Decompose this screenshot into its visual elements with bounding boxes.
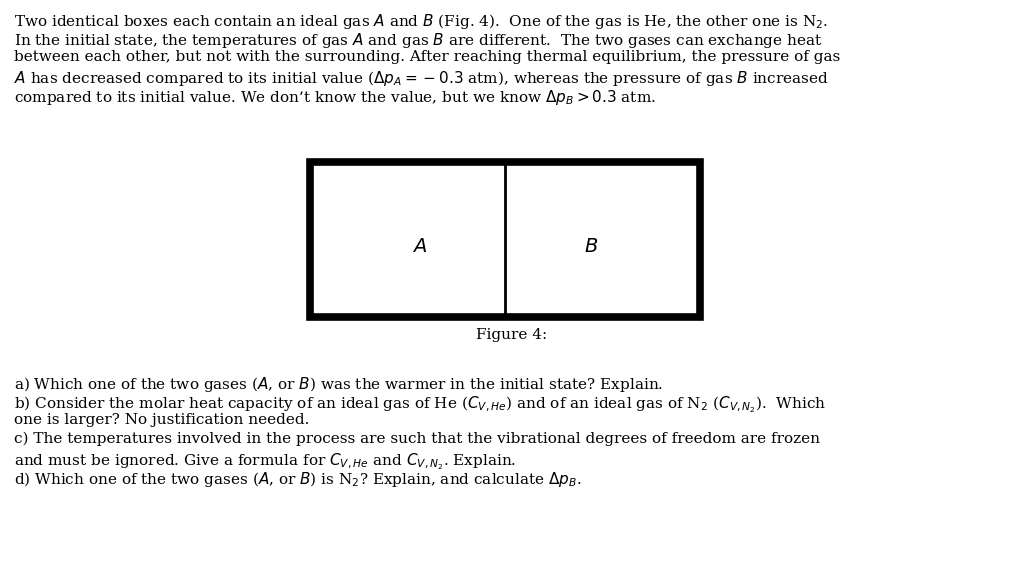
Text: d) Which one of the two gases ($A$, or $B$) is N$_2$? Explain, and calculate $\D: d) Which one of the two gases ($A$, or $… xyxy=(14,470,582,489)
Text: In the initial state, the temperatures of gas $A$ and gas $B$ are different.  Th: In the initial state, the temperatures o… xyxy=(14,31,822,50)
Text: Two identical boxes each contain an ideal gas $A$ and $B$ (Fig. 4).  One of the : Two identical boxes each contain an idea… xyxy=(14,12,828,31)
Text: one is larger? No justification needed.: one is larger? No justification needed. xyxy=(14,413,309,427)
Text: $A$ has decreased compared to its initial value ($\Delta p_A = -0.3$ atm), where: $A$ has decreased compared to its initia… xyxy=(14,69,828,88)
Text: Figure 4:: Figure 4: xyxy=(476,328,548,342)
Text: c) The temperatures involved in the process are such that the vibrational degree: c) The temperatures involved in the proc… xyxy=(14,432,820,447)
Text: a) Which one of the two gases ($A$, or $B$) was the warmer in the initial state?: a) Which one of the two gases ($A$, or $… xyxy=(14,375,664,394)
Text: $B$: $B$ xyxy=(584,238,598,256)
Text: b) Consider the molar heat capacity of an ideal gas of He ($C_{V,He}$) and of an: b) Consider the molar heat capacity of a… xyxy=(14,394,826,414)
Text: compared to its initial value. We don’t know the value, but we know $\Delta p_B : compared to its initial value. We don’t … xyxy=(14,88,656,107)
Text: between each other, but not with the surrounding. After reaching thermal equilib: between each other, but not with the sur… xyxy=(14,50,841,64)
Text: and must be ignored. Give a formula for $C_{V,He}$ and $C_{V,N_2}$. Explain.: and must be ignored. Give a formula for … xyxy=(14,451,516,472)
Text: $A$: $A$ xyxy=(412,238,427,256)
